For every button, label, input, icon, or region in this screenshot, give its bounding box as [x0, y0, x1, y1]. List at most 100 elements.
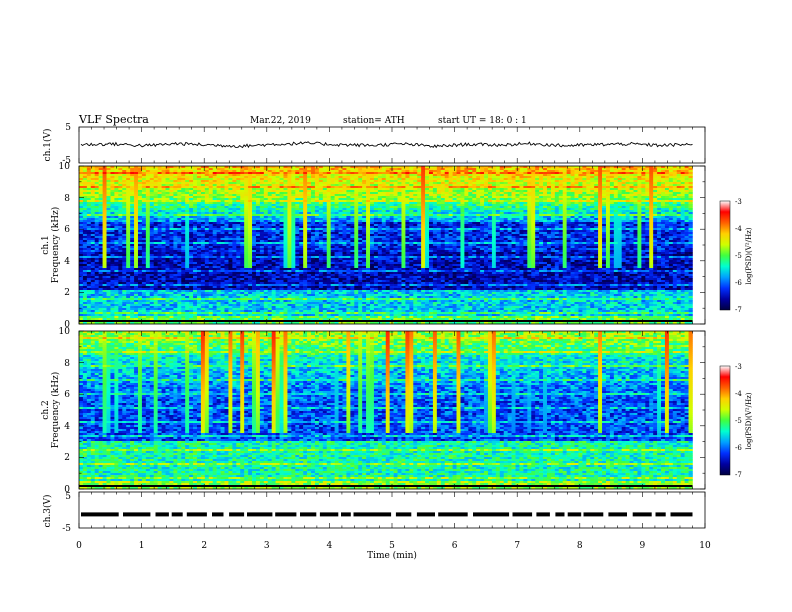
- spec-cell: [665, 168, 669, 170]
- spec-cell: [645, 180, 649, 182]
- spec-cell: [91, 188, 95, 190]
- spec-cell: [492, 196, 496, 198]
- spec-cell: [689, 182, 693, 184]
- spec-cell: [362, 222, 366, 224]
- spec-cell: [421, 170, 425, 172]
- spec-cell: [657, 198, 661, 200]
- spec-cell: [661, 198, 665, 200]
- spec-cell: [508, 180, 512, 182]
- spec-cell: [138, 202, 142, 204]
- spec-cell: [689, 218, 693, 220]
- spec-cell: [413, 222, 417, 224]
- spec-cell: [193, 222, 197, 224]
- spec-cell: [633, 208, 637, 210]
- spec-cell: [232, 204, 236, 206]
- spec-cell: [641, 188, 645, 190]
- spec-cell: [382, 192, 386, 194]
- spec-cell: [205, 210, 209, 212]
- spec-cell: [354, 210, 358, 212]
- spec-cell: [370, 186, 374, 188]
- spec-cell: [665, 188, 669, 190]
- spec-cell: [586, 228, 590, 230]
- spec-cell: [645, 198, 649, 200]
- spec-cell: [409, 188, 413, 190]
- chart-title: VLF Spectra: [78, 113, 149, 126]
- spec-cell: [130, 218, 134, 220]
- spec-cell: [118, 184, 122, 186]
- spec-cell: [453, 200, 457, 202]
- spec-cell: [158, 172, 162, 174]
- spec-cell: [319, 204, 323, 206]
- spec-cell: [618, 178, 622, 180]
- spec-cell: [555, 212, 559, 214]
- spec-cell: [307, 186, 311, 188]
- spec-cell: [500, 190, 504, 192]
- spec-cell: [614, 170, 618, 172]
- spec-cell: [99, 194, 103, 196]
- spec-cell: [354, 226, 358, 228]
- spec-cell: [657, 170, 661, 172]
- spec-cell: [319, 200, 323, 202]
- spec-cell: [79, 170, 83, 172]
- spec-cell: [645, 226, 649, 228]
- spec-cell: [335, 220, 339, 222]
- spec-cell: [508, 172, 512, 174]
- spec-cell: [166, 220, 170, 222]
- spec-cell: [535, 202, 539, 204]
- spec-cell: [539, 182, 543, 184]
- spec-cell: [232, 228, 236, 230]
- spec-cell: [429, 176, 433, 178]
- spec-cell: [280, 180, 284, 182]
- spec-cell: [244, 186, 248, 188]
- spec-cell: [197, 180, 201, 182]
- spec-cell: [685, 210, 689, 212]
- spec-cell: [590, 174, 594, 176]
- spec-cell: [95, 226, 99, 228]
- spec-cell: [331, 212, 335, 214]
- spec-cell: [543, 184, 547, 186]
- spec-cell: [445, 212, 449, 214]
- spec-cell: [504, 202, 508, 204]
- spec-cell: [586, 194, 590, 196]
- spec-cell: [480, 224, 484, 226]
- spec-cell: [189, 194, 193, 196]
- spec-cell: [394, 168, 398, 170]
- spec-cell: [126, 188, 130, 190]
- spec-cell: [350, 228, 354, 230]
- spec-cell: [91, 208, 95, 210]
- spec-cell: [130, 214, 134, 216]
- spec-cell: [228, 182, 232, 184]
- spec-cell: [126, 210, 130, 212]
- spec-cell: [252, 178, 256, 180]
- spec-cell: [512, 202, 516, 204]
- spec-cell: [142, 208, 146, 210]
- spec-cell: [327, 208, 331, 210]
- spec-cell: [173, 174, 177, 176]
- spec-cell: [669, 180, 673, 182]
- spec-cell: [519, 200, 523, 202]
- spec-cell: [480, 184, 484, 186]
- spec-cell: [504, 220, 508, 222]
- spec-cell: [441, 192, 445, 194]
- spec-cell: [421, 184, 425, 186]
- spec-cell: [677, 210, 681, 212]
- spec-cell: [673, 186, 677, 188]
- spec-cell: [311, 216, 315, 218]
- spec-cell: [299, 178, 303, 180]
- spec-cell: [594, 190, 598, 192]
- spec-cell: [366, 194, 370, 196]
- spec-cell: [268, 226, 272, 228]
- spec-cell: [586, 214, 590, 216]
- spec-cell: [437, 202, 441, 204]
- spec-cell: [618, 168, 622, 170]
- spec-cell: [413, 188, 417, 190]
- spec-cell: [374, 176, 378, 178]
- spec-cell: [197, 190, 201, 192]
- spec-cell: [575, 172, 579, 174]
- spec-cell: [79, 174, 83, 176]
- spec-cell: [315, 226, 319, 228]
- spec-cell: [441, 194, 445, 196]
- spec-cell: [590, 182, 594, 184]
- spec-cell: [95, 188, 99, 190]
- spec-cell: [429, 204, 433, 206]
